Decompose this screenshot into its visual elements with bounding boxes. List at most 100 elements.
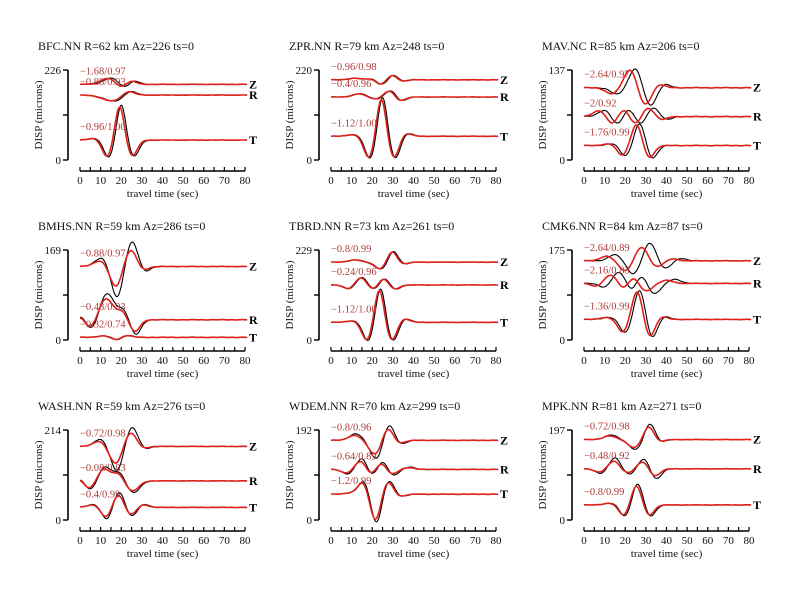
fit-annotation-t: −1.36/0.99	[584, 301, 630, 312]
x-axis-label: travel time (sec)	[127, 188, 199, 200]
component-label-t: T	[249, 500, 257, 514]
component-label-z: Z	[249, 77, 257, 91]
fit-annotation-z: −0.8/0.96	[331, 422, 371, 433]
panel-title: BMHS.NN R=59 km Az=286 ts=0	[38, 219, 205, 233]
fit-annotation-z: −1.68/0.97	[80, 66, 126, 77]
y-tick-label: 197	[549, 425, 566, 437]
component-label-z: Z	[249, 439, 257, 453]
x-tick-label: 50	[429, 535, 441, 547]
x-tick-label: 80	[240, 175, 252, 187]
trace-synthetic-z	[330, 74, 499, 85]
x-tick-label: 20	[116, 355, 128, 367]
x-tick-label: 60	[702, 355, 714, 367]
y-tick-label: 0	[56, 515, 62, 527]
panel-wdem-nn: WDEM.NN R=70 km Az=299 ts=0 192 0 DISP (mic…	[284, 399, 509, 560]
x-tick-label: 70	[723, 535, 735, 547]
y-axis-label: DISP (microns)	[284, 440, 296, 509]
x-tick-label: 30	[136, 355, 148, 367]
y-tick-label: 175	[549, 245, 566, 257]
fit-annotation-r: −0.64/0.89	[331, 451, 377, 462]
x-tick-label: 20	[116, 535, 128, 547]
component-label-t: T	[500, 487, 508, 501]
trace-synthetic-t	[80, 106, 248, 157]
component-label-t: T	[753, 498, 761, 512]
y-axis-label: DISP (microns)	[33, 440, 45, 509]
y-tick-label: 0	[56, 335, 62, 347]
component-label-z: Z	[500, 433, 508, 447]
x-tick-label: 70	[723, 355, 735, 367]
panel-bmhs-nn: BMHS.NN R=59 km Az=286 ts=0 169 0 DISP (mic…	[33, 219, 258, 380]
panel-zpr-nn: ZPR.NN R=79 km Az=248 ts=0 220 0 DISP (micr…	[284, 39, 509, 200]
y-axis-label: DISP (microns)	[537, 440, 549, 509]
x-tick-label: 60	[702, 535, 714, 547]
fit-annotation-r: −0.88/0.93	[80, 77, 126, 88]
y-tick-label: 214	[45, 425, 62, 437]
x-tick-label: 0	[328, 535, 334, 547]
x-axis-label: travel time (sec)	[378, 188, 450, 200]
x-tick-label: 10	[346, 175, 358, 187]
component-label-r: R	[249, 313, 258, 327]
x-tick-label: 10	[599, 355, 611, 367]
x-tick-label: 30	[136, 175, 148, 187]
panel-title: ZPR.NN R=79 km Az=248 ts=0	[289, 39, 444, 53]
component-label-z: Z	[753, 254, 761, 268]
trace-synthetic-z	[80, 432, 248, 464]
x-tick-label: 10	[599, 175, 611, 187]
panel-wash-nn: WASH.NN R=59 km Az=276 ts=0 214 0 DISP (mic…	[33, 399, 258, 560]
panel-cmk6-nn: CMK6.NN R=84 km Az=87 ts=0 175 0 DISP (micr…	[537, 219, 762, 380]
trace-synthetic-t	[79, 494, 248, 518]
x-tick-label: 30	[387, 355, 399, 367]
x-tick-label: 0	[77, 355, 83, 367]
panel-title: WASH.NN R=59 km Az=276 ts=0	[38, 399, 205, 413]
component-label-r: R	[249, 474, 258, 488]
x-tick-label: 50	[682, 175, 694, 187]
y-tick-label: 229	[296, 245, 313, 257]
trace-synthetic-z	[584, 426, 752, 449]
x-tick-label: 80	[240, 535, 252, 547]
x-tick-label: 30	[640, 355, 652, 367]
x-tick-label: 80	[744, 355, 756, 367]
fit-annotation-t: −0.8/0.99	[584, 487, 624, 498]
x-tick-label: 0	[581, 355, 587, 367]
y-axis-label: DISP (microns)	[284, 260, 296, 329]
y-axis-label: DISP (microns)	[537, 80, 549, 149]
x-tick-label: 70	[470, 535, 482, 547]
fit-annotation-t: −1.2/0.99	[331, 476, 371, 487]
x-tick-label: 0	[77, 535, 83, 547]
x-tick-label: 80	[491, 535, 503, 547]
x-tick-label: 10	[346, 355, 358, 367]
x-tick-label: 50	[682, 535, 694, 547]
fit-annotation-r: −0.4/0.96	[331, 79, 371, 90]
x-tick-label: 10	[95, 175, 107, 187]
trace-synthetic-z	[584, 69, 752, 105]
trace-synthetic-z	[331, 428, 499, 455]
x-tick-label: 80	[491, 355, 503, 367]
trace-synthetic-r	[79, 91, 248, 102]
trace-data-r	[331, 276, 499, 290]
x-tick-label: 50	[178, 355, 190, 367]
component-label-z: Z	[753, 433, 761, 447]
trace-data-r	[331, 90, 499, 101]
x-tick-label: 80	[491, 175, 503, 187]
x-tick-label: 60	[449, 175, 461, 187]
x-tick-label: 70	[723, 175, 735, 187]
x-tick-label: 50	[429, 355, 441, 367]
panel-title: MAV.NC R=85 km Az=206 ts=0	[542, 39, 700, 53]
trace-synthetic-z	[79, 249, 248, 287]
x-tick-label: 50	[178, 175, 190, 187]
trace-synthetic-r	[584, 274, 752, 292]
x-tick-label: 10	[599, 535, 611, 547]
component-label-t: T	[249, 330, 257, 344]
x-tick-label: 40	[157, 355, 169, 367]
x-tick-label: 20	[367, 175, 379, 187]
x-tick-label: 20	[620, 175, 632, 187]
y-tick-label: 0	[307, 155, 313, 167]
fit-annotation-t: −1.12/1.00	[331, 304, 377, 315]
fit-annotation-r: −0.48/0.92	[584, 451, 630, 462]
trace-synthetic-t	[331, 98, 499, 158]
fit-annotation-r: −0.24/0.96	[331, 267, 377, 278]
component-label-r: R	[500, 278, 509, 292]
trace-synthetic-t	[583, 124, 752, 159]
panel-title: MPK.NN R=81 km Az=271 ts=0	[542, 399, 701, 413]
